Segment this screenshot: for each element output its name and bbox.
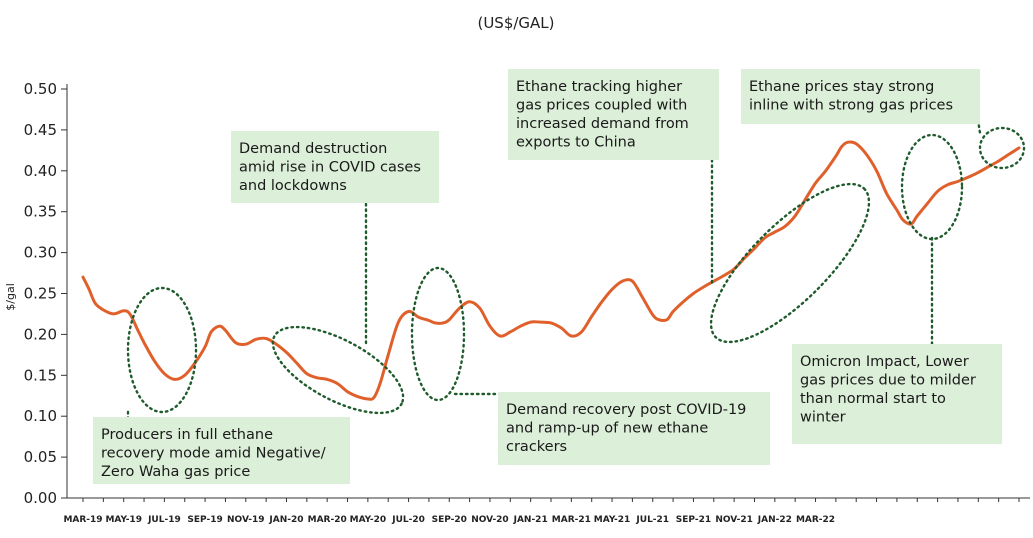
annotation-box (93, 417, 350, 484)
x-tick-label: SEP-21 (676, 515, 711, 525)
y-axis-ticks: 0.00 0.05 0.10 0.15 0.20 0.25 0.30 0.35 0.40 0.45… (24, 80, 67, 507)
annotation-text: recovery mode amid Negative/ (101, 446, 326, 462)
x-tick-label: SEP-19 (187, 515, 222, 525)
x-tick-label: MAR-19 (63, 515, 102, 525)
highlight-ellipse (271, 325, 405, 415)
x-tick-label: JAN-22 (757, 515, 792, 525)
annotation-text: exports to China (516, 135, 636, 151)
x-tick-label: JUL-19 (147, 515, 181, 525)
x-tick-label: MAY-19 (105, 515, 142, 525)
price-line (81, 140, 1021, 401)
annotation-text: and ramp-up of new ethane (506, 421, 708, 437)
annotation-note: Ethane tracking higher gas prices coupled… (508, 69, 719, 160)
x-tick-label: MAR-21 (552, 515, 591, 525)
annotation-box (498, 392, 770, 465)
series-layer (81, 140, 1021, 401)
annotation-note: Omicron Impact, Lower gas prices due to m… (792, 344, 1002, 444)
y-tick-label: 0.00 (24, 489, 57, 507)
y-tick-label: 0.40 (24, 162, 57, 180)
annotation-text: than normal start to (800, 391, 946, 407)
annotation-text: Zero Waha gas price (101, 464, 250, 480)
annotation-box (231, 131, 439, 203)
y-tick-label: 0.15 (24, 366, 57, 384)
annotation-box (792, 344, 1002, 444)
x-tick-label: JAN-21 (513, 515, 548, 525)
annotation-note: Ethane prices stay strong inline with str… (741, 69, 980, 124)
highlight-ellipse (709, 182, 871, 344)
y-tick-label: 0.30 (24, 244, 57, 262)
annotation-text: winter (800, 410, 846, 426)
annotation-text: gas prices coupled with (516, 98, 687, 114)
x-tick-label: MAR-22 (796, 515, 835, 525)
y-tick-label: 0.50 (24, 80, 57, 98)
annotation-text: Ethane prices stay strong (749, 79, 934, 95)
annotation-note: Producers in full ethane recovery mode am… (93, 417, 350, 484)
annotation-note: Demand recovery post COVID-19 and ramp-up… (498, 392, 770, 465)
annotation-text: Omicron Impact, Lower (800, 354, 969, 370)
highlight-ellipse (410, 266, 466, 402)
x-tick-label: MAY-20 (350, 515, 387, 525)
annotation-text: Demand destruction (239, 141, 387, 157)
y-tick-label: 0.35 (24, 203, 57, 221)
annotation-text: Producers in full ethane (101, 427, 273, 443)
annotation-box (508, 69, 719, 160)
x-tick-label: NOV-20 (471, 515, 509, 525)
x-tick-label: NOV-19 (227, 515, 265, 525)
annotation-text: inline with strong gas prices (749, 98, 953, 114)
annotation-text: increased demand from (516, 116, 689, 132)
y-tick-label: 0.45 (24, 121, 57, 139)
highlight-ellipse (126, 286, 198, 414)
y-tick-label: 0.25 (24, 285, 57, 303)
annotation-text: amid rise in COVID cases (239, 160, 421, 176)
annotation-text: Demand recovery post COVID-19 (506, 402, 746, 418)
highlight-ellipse (900, 133, 964, 241)
annotation-text: and lockdowns (239, 178, 347, 194)
x-axis-ticks: MAR-19 MAY-19 JUL-19 SEP-19 NOV-19 JAN-20 MAR-… (63, 498, 1020, 525)
annotation-notes: Producers in full ethane recovery mode am… (93, 69, 1002, 484)
x-tick-label: NOV-21 (715, 515, 753, 525)
annotation-text: crackers (506, 439, 567, 455)
y-tick-label: 0.10 (24, 407, 57, 425)
x-tick-label: JAN-20 (268, 515, 303, 525)
y-tick-label: 0.05 (24, 448, 57, 466)
y-axis-label: $/gal (4, 283, 17, 310)
annotation-text: Ethane tracking higher (516, 79, 682, 95)
annotation-text: gas prices due to milder (800, 373, 976, 389)
y-tick-label: 0.20 (24, 325, 57, 343)
x-tick-label: SEP-20 (432, 515, 467, 525)
annotation-box (741, 69, 980, 124)
chart-unit-title: (US$/GAL) (477, 14, 554, 32)
annotation-note: Demand destruction amid rise in COVID cas… (231, 131, 439, 203)
x-tick-label: MAY-21 (594, 515, 631, 525)
highlight-ellipse (978, 126, 1026, 170)
highlight-ellipses (126, 126, 1026, 415)
axes (66, 84, 1030, 499)
x-tick-label: JUL-21 (635, 515, 669, 525)
x-tick-label: JUL-20 (391, 515, 425, 525)
x-tick-label: MAR-20 (308, 515, 347, 525)
